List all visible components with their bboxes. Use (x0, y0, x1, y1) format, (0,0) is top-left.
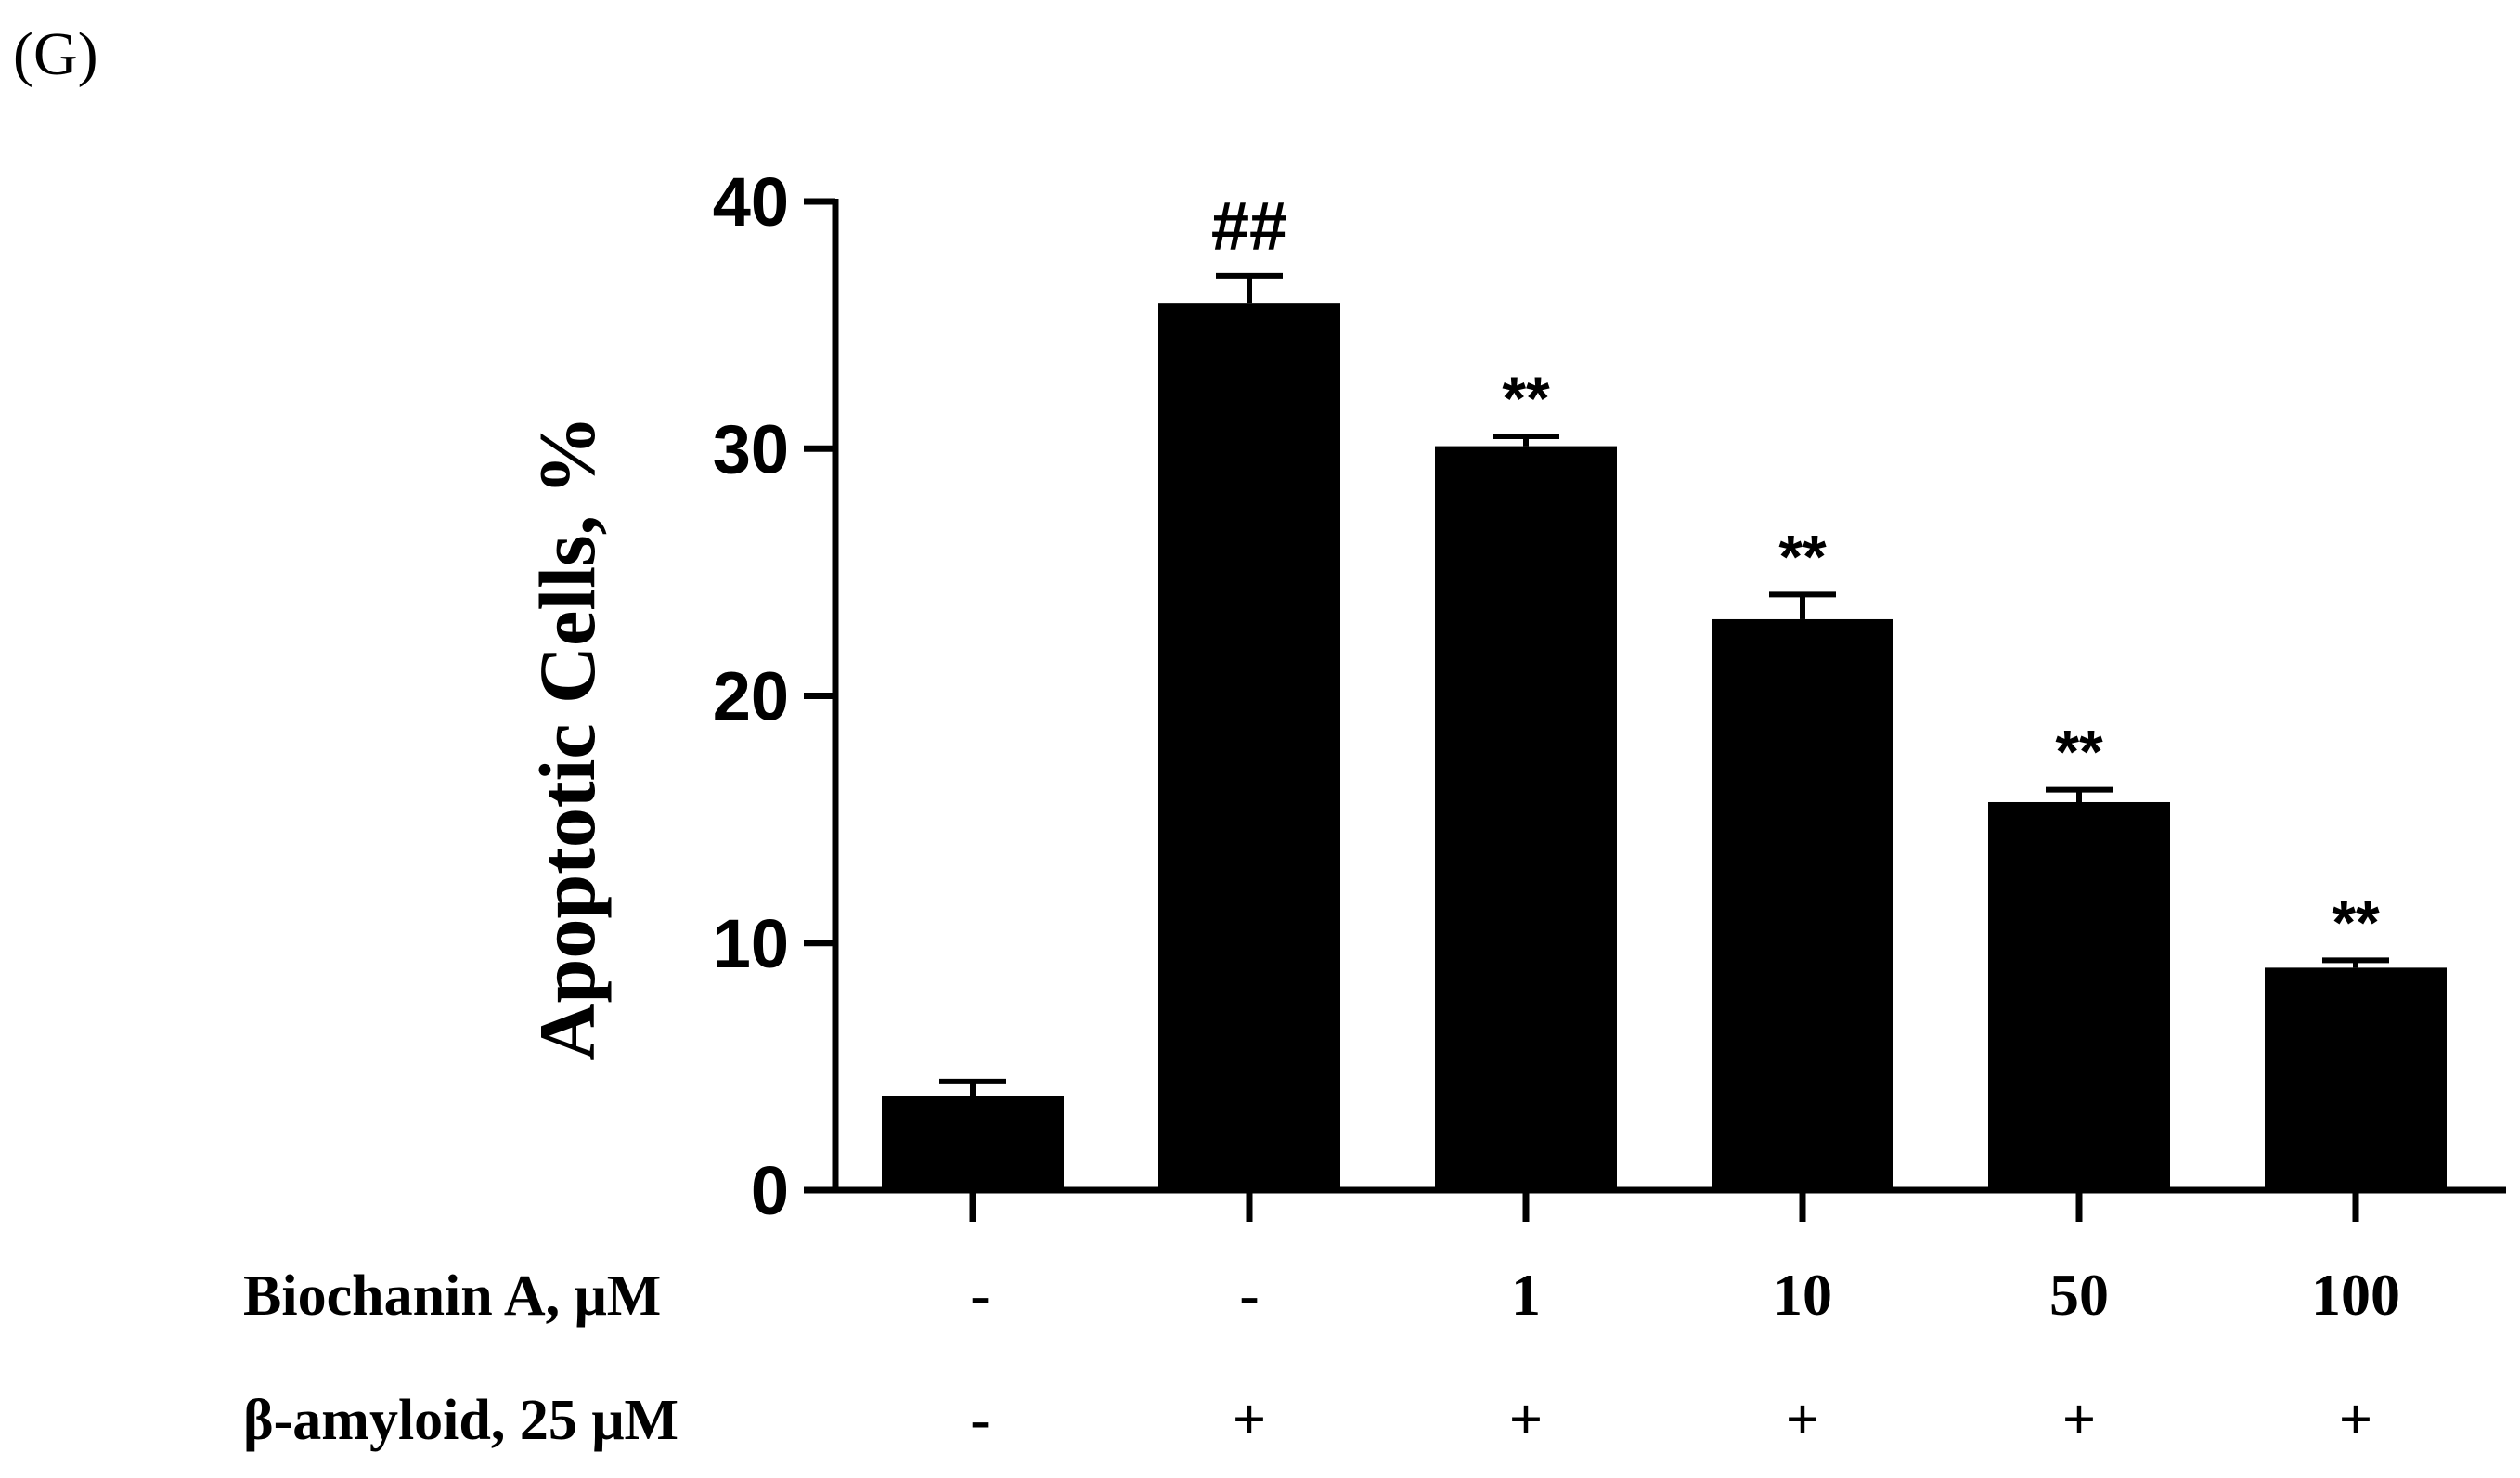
treatment-cell: 50 (2049, 1262, 2109, 1328)
panel-label: (G) (13, 20, 98, 88)
y-tick-label: 20 (713, 658, 789, 735)
y-tick-label: 0 (751, 1152, 789, 1229)
bar (882, 1096, 1064, 1190)
treatment-cell: - (970, 1386, 989, 1452)
significance-label: ** (2332, 888, 2380, 956)
treatment-row-label: Biochanin A, μM (243, 1264, 661, 1328)
significance-label: ** (2055, 718, 2103, 786)
bar (1435, 446, 1617, 1190)
significance-label: ## (1211, 188, 1287, 265)
plot-area: ## ** ** ** ** (882, 188, 2447, 1191)
treatment-row-label: β-amyloid, 25 μM (243, 1389, 678, 1452)
y-tick-label: 30 (713, 410, 789, 487)
y-axis: 0 10 20 30 40 (713, 163, 839, 1229)
treatment-cell: + (2062, 1386, 2096, 1452)
treatment-table: Biochanin A, μM - - 1 10 50 100 β-amyloid, 25 μ… (243, 1262, 2400, 1452)
significance-label: ** (1502, 364, 1550, 433)
treatment-cell: + (2339, 1386, 2372, 1452)
treatment-cell: 10 (1773, 1262, 1832, 1328)
bar (1158, 303, 1340, 1191)
bar (1988, 801, 2170, 1190)
bar (2265, 967, 2447, 1190)
treatment-cell: 100 (2311, 1262, 2400, 1328)
y-axis-label: Apoptotic Cells, % (523, 415, 612, 1060)
treatment-cell: + (1233, 1386, 1266, 1452)
treatment-cell: - (1239, 1262, 1259, 1328)
y-tick-label: 40 (713, 163, 789, 240)
significance-label: ** (1778, 522, 1827, 590)
treatment-cell: 1 (1511, 1262, 1541, 1328)
x-axis (833, 1186, 2506, 1222)
treatment-cell: + (1786, 1386, 1819, 1452)
treatment-cell: + (1509, 1386, 1543, 1452)
y-tick-label: 10 (713, 905, 789, 982)
bar (1712, 618, 1893, 1190)
treatment-cell: - (970, 1262, 989, 1328)
